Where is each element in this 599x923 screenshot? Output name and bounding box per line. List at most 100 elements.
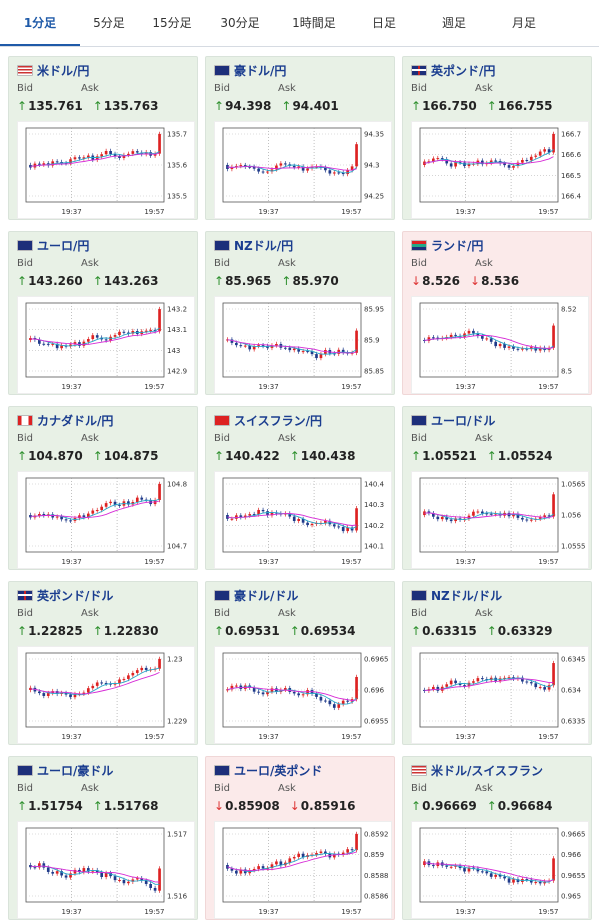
mini-candle-chart[interactable]: 94.35 94.3 94.25 19:37 19:57: [214, 121, 392, 219]
candle: [230, 166, 234, 169]
candle: [494, 160, 498, 162]
bid-value: ↑85.965: [214, 274, 272, 288]
mini-candle-chart[interactable]: 135.7 135.6 135.5 19:37 19:57: [17, 121, 195, 219]
rate-card[interactable]: ユーロ/英ポンド Bid Ask ↓0.85908 ↓0.85916 0.8592 0.85…: [205, 756, 395, 920]
candle: [64, 519, 68, 521]
candle: [230, 339, 234, 343]
candle: [288, 347, 292, 351]
candle: [328, 170, 332, 174]
pair-link[interactable]: ユーロ/豪ドル: [17, 762, 113, 778]
pair-link[interactable]: カナダドル/円: [17, 412, 113, 428]
rate-card[interactable]: カナダドル/円 Bid Ask ↑104.870 ↑104.875 104.8 104.7 1…: [8, 406, 198, 570]
rate-card[interactable]: 豪ドル/ドル Bid Ask ↑0.69531 ↑0.69534 0.6965 0.696 0…: [205, 581, 395, 745]
candle: [432, 865, 435, 867]
pair-link[interactable]: ユーロ/英ポンド: [214, 762, 322, 778]
tab-monthly[interactable]: 月足: [511, 16, 536, 30]
moving-average-line: [30, 865, 160, 885]
rate-card[interactable]: 米ドル/円 Bid Ask ↑135.761 ↑135.763 135.7 135.6 135…: [8, 56, 198, 220]
candle: [432, 158, 435, 162]
candle: [467, 682, 471, 687]
nz-flag-icon: [411, 589, 427, 601]
ask-label: Ask: [81, 258, 99, 269]
rate-card[interactable]: スイスフラン/円 Bid Ask ↑140.422 ↑140.438 140.4 140.3…: [205, 406, 395, 570]
moving-average-line: [30, 151, 160, 167]
pair-link[interactable]: 英ポンド/円: [411, 62, 495, 78]
candle: [306, 351, 309, 353]
mini-candle-chart[interactable]: 104.8 104.7 19:37 19:57: [17, 471, 195, 569]
candle: [319, 851, 323, 853]
mini-candle-chart[interactable]: 0.8592 0.859 0.8588 0.8586 19:37 19:57: [214, 821, 392, 919]
candle: [38, 163, 41, 165]
mini-candle-chart[interactable]: 85.95 85.9 85.85 19:37 19:57: [214, 296, 392, 394]
pair-link[interactable]: ランド/円: [411, 237, 483, 253]
price-labels: Bid Ask: [411, 608, 581, 619]
pair-link[interactable]: ユーロ/円: [17, 237, 89, 253]
pair-link[interactable]: スイスフラン/円: [214, 412, 322, 428]
mini-candle-chart[interactable]: 143.2 143.1 143 142.9 19:37 19:57: [17, 296, 195, 394]
bid-value: ↑1.22825: [17, 624, 83, 638]
pair-link[interactable]: 豪ドル/ドル: [214, 587, 298, 603]
candle: [337, 526, 341, 528]
rate-card[interactable]: NZドル/ドル Bid Ask ↑0.63315 ↑0.63329 0.6345 0.634…: [402, 581, 592, 745]
candle: [503, 677, 506, 679]
ask-label: Ask: [475, 608, 493, 619]
mini-candle-chart[interactable]: 1.0565 1.056 1.0555 19:37 19:57: [411, 471, 589, 569]
tab-5min[interactable]: 5分足: [93, 16, 125, 30]
candle: [463, 333, 466, 337]
tab-30min[interactable]: 30分足: [220, 16, 260, 30]
mini-candle-chart[interactable]: 0.6965 0.696 0.6955 19:37 19:57: [214, 646, 392, 744]
candle: [463, 685, 466, 687]
price-values: ↑85.965 ↑85.970: [214, 274, 392, 288]
arrow-up-icon: ↑: [486, 99, 497, 113]
rate-card[interactable]: 英ポンド/円 Bid Ask ↑166.750 ↑166.755 166.7 166.6 16…: [402, 56, 592, 220]
rate-card[interactable]: ユーロ/円 Bid Ask ↑143.260 ↑143.263 143.2 143.1 143…: [8, 231, 198, 395]
x-tick-label: 19:57: [144, 383, 164, 391]
tab-1hour[interactable]: 1時間足: [292, 16, 336, 30]
candle: [538, 347, 542, 351]
rate-card[interactable]: 豪ドル/円 Bid Ask ↑94.398 ↑94.401 94.35 94.3 94.25 1…: [205, 56, 395, 220]
pair-link[interactable]: 豪ドル/円: [214, 62, 286, 78]
pair-link[interactable]: NZドル/円: [214, 237, 293, 253]
rate-card[interactable]: 英ポンド/ドル Bid Ask ↑1.22825 ↑1.22830 1.23 1.229 19…: [8, 581, 198, 745]
pair-name: ランド/円: [431, 238, 484, 253]
rate-card[interactable]: ランド/円 Bid Ask ↓8.526 ↓8.536 8.52 8.5 19:37 19:57: [402, 231, 592, 395]
rate-card[interactable]: ユーロ/ドル Bid Ask ↑1.05521 ↑1.05524 1.0565 1.056 1…: [402, 406, 592, 570]
tab-15min[interactable]: 15分足: [152, 16, 192, 30]
price-labels: Bid Ask: [17, 608, 187, 619]
candle: [42, 513, 46, 516]
moving-average-line: [424, 333, 554, 350]
pair-link[interactable]: ユーロ/ドル: [411, 412, 495, 428]
x-tick-label: 19:57: [341, 733, 361, 741]
mini-candle-chart[interactable]: 0.9665 0.966 0.9655 0.965 19:37 19:57: [411, 821, 589, 919]
mini-candle-chart[interactable]: 1.23 1.229 19:37 19:57: [17, 646, 195, 744]
rate-card[interactable]: ユーロ/豪ドル Bid Ask ↑1.51754 ↑1.51768 1.517 1.516 1…: [8, 756, 198, 920]
arrow-up-icon: ↑: [281, 274, 292, 288]
candle: [355, 508, 358, 531]
candle: [552, 133, 555, 153]
tab-1min[interactable]: 1分足: [0, 0, 80, 46]
rate-card[interactable]: NZドル/円 Bid Ask ↑85.965 ↑85.970 85.95 85.9 85.85…: [205, 231, 395, 395]
pair-link[interactable]: NZドル/ドル: [411, 587, 502, 603]
pair-link[interactable]: 米ドル/スイスフラン: [411, 762, 543, 778]
tab-daily[interactable]: 日足: [371, 16, 396, 30]
candle: [95, 510, 99, 512]
candle: [297, 348, 301, 352]
tab-weekly[interactable]: 週足: [441, 16, 466, 30]
mini-candle-chart[interactable]: 1.517 1.516 19:37 19:57: [17, 821, 195, 919]
y-tick-label: 135.5: [167, 193, 187, 201]
arrow-up-icon: ↑: [214, 274, 225, 288]
candle: [248, 345, 252, 350]
candle: [507, 878, 511, 883]
x-tick-label: 19:57: [538, 733, 558, 741]
mini-candle-chart[interactable]: 8.52 8.5 19:37 19:57: [411, 296, 589, 394]
x-tick-label: 19:57: [538, 908, 558, 916]
pair-link[interactable]: 米ドル/円: [17, 62, 89, 78]
mini-candle-chart[interactable]: 166.7 166.6 166.5 166.4 19:37 19:57: [411, 121, 589, 219]
candle: [432, 686, 435, 690]
mini-candle-chart[interactable]: 0.6345 0.634 0.6335 19:37 19:57: [411, 646, 589, 744]
mini-candle-chart[interactable]: 140.4 140.3 140.2 140.1 19:37 19:57: [214, 471, 392, 569]
arrow-up-icon: ↑: [214, 99, 225, 113]
pair-link[interactable]: 英ポンド/ドル: [17, 587, 113, 603]
candle: [248, 514, 252, 516]
rate-card[interactable]: 米ドル/スイスフラン Bid Ask ↑0.96669 ↑0.96684 0.9665 0.…: [402, 756, 592, 920]
